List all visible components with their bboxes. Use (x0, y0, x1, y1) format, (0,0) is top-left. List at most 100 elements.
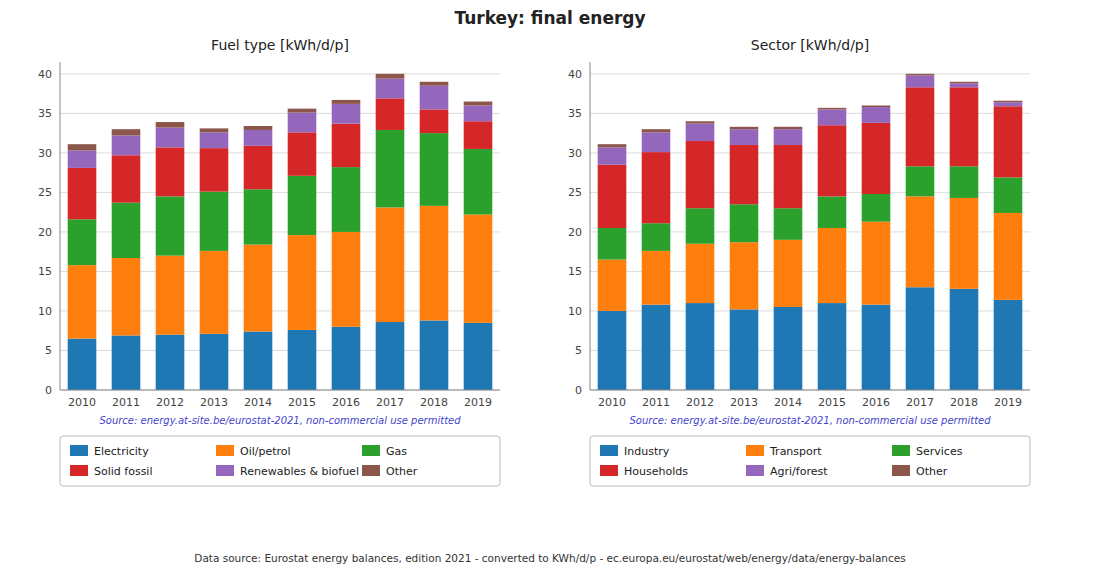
bar-segment (774, 127, 803, 129)
source-text: Source: energy.at-site.be/eurostat-2021,… (99, 415, 461, 426)
legend-entry: Gas (386, 445, 407, 458)
bar-segment (288, 113, 317, 133)
legend-entry: Electricity (94, 445, 149, 458)
legend-box (590, 436, 1030, 486)
x-tick-label: 2019 (994, 396, 1022, 409)
x-tick-label: 2016 (862, 396, 890, 409)
bar-segment (950, 198, 979, 289)
bar-segment (420, 109, 449, 133)
bar-segment (950, 289, 979, 390)
bar-segment (112, 335, 141, 390)
legend: ElectricityOil/petrolGasSolid fossilRene… (60, 436, 500, 486)
y-tick-label: 30 (568, 147, 582, 160)
y-tick-label: 0 (45, 384, 52, 397)
x-tick-label: 2011 (642, 396, 670, 409)
bar-segment (332, 100, 361, 104)
bar-segment (818, 303, 847, 390)
bar-segment (244, 332, 273, 390)
bar-segment (730, 309, 759, 390)
bar-segment (112, 136, 141, 156)
bar-segment (906, 87, 935, 166)
bar-segment (112, 203, 141, 258)
legend-swatch (70, 445, 88, 456)
bar-segment (598, 228, 627, 260)
bar-segment (68, 168, 97, 219)
y-tick-label: 5 (575, 344, 582, 357)
x-tick-label: 2014 (774, 396, 802, 409)
bar-segment (244, 189, 273, 244)
x-tick-label: 2016 (332, 396, 360, 409)
x-tick-label: 2010 (598, 396, 626, 409)
legend: IndustryTransportServicesHouseholdsAgri/… (590, 436, 1030, 486)
y-tick-label: 25 (38, 186, 52, 199)
bar-segment (420, 82, 449, 86)
bar-segment (906, 74, 935, 76)
legend-swatch (746, 465, 764, 476)
bar-segment (818, 125, 847, 196)
bar-segment (730, 242, 759, 309)
x-tick-label: 2011 (112, 396, 140, 409)
bar-segment (68, 219, 97, 265)
legend-swatch (362, 465, 380, 476)
y-tick-label: 35 (568, 107, 582, 120)
legend-swatch (892, 445, 910, 456)
bar-segment (376, 98, 405, 130)
panel-title: Fuel type [kWh/d/p] (211, 37, 349, 53)
bar-segment (156, 335, 185, 390)
bar-segment (774, 307, 803, 390)
bar-segment (906, 196, 935, 287)
y-tick-label: 15 (38, 265, 52, 278)
bar-segment (288, 132, 317, 175)
bar-segment (642, 223, 671, 251)
bar-segment (906, 287, 935, 390)
bar-segment (376, 207, 405, 322)
legend-swatch (746, 445, 764, 456)
bar-segment (818, 108, 847, 110)
x-tick-label: 2017 (906, 396, 934, 409)
bar-segment (156, 147, 185, 196)
bars (68, 74, 493, 390)
bar-segment (288, 330, 317, 390)
y-tick-label: 10 (38, 305, 52, 318)
bar-segment (464, 121, 493, 149)
bar-segment (376, 130, 405, 207)
legend-swatch (216, 465, 234, 476)
bar-segment (332, 232, 361, 327)
y-tick-label: 10 (568, 305, 582, 318)
legend-entry: Households (624, 465, 688, 478)
bars (598, 74, 1023, 390)
x-tick-label: 2010 (68, 396, 96, 409)
bar-segment (464, 105, 493, 121)
bar-segment (464, 149, 493, 215)
x-tick-label: 2018 (420, 396, 448, 409)
y-tick-label: 20 (568, 226, 582, 239)
bar-segment (862, 105, 891, 107)
grid-line (590, 390, 1030, 391)
source-text: Source: energy.at-site.be/eurostat-2021,… (629, 415, 991, 426)
bar-segment (994, 106, 1023, 177)
bar-segment (420, 206, 449, 321)
bar-segment (200, 192, 229, 251)
bar-segment (906, 75, 935, 87)
bar-segment (464, 323, 493, 390)
bar-segment (818, 109, 847, 125)
bar-segment (332, 124, 361, 167)
legend-swatch (600, 465, 618, 476)
bar-segment (774, 240, 803, 307)
bar-segment (156, 196, 185, 255)
bar-segment (200, 132, 229, 148)
bar-segment (686, 208, 715, 244)
bar-segment (642, 152, 671, 223)
bar-segment (994, 300, 1023, 390)
x-tick-label: 2013 (200, 396, 228, 409)
bar-segment (112, 129, 141, 135)
bar-segment (68, 339, 97, 390)
bar-segment (156, 128, 185, 148)
y-tick-label: 0 (575, 384, 582, 397)
bar-segment (244, 126, 273, 130)
y-axis-line (60, 62, 61, 390)
legend-swatch (362, 445, 380, 456)
bar-segment (598, 147, 627, 164)
y-tick-label: 5 (45, 344, 52, 357)
legend-entry: Oil/petrol (240, 445, 291, 458)
